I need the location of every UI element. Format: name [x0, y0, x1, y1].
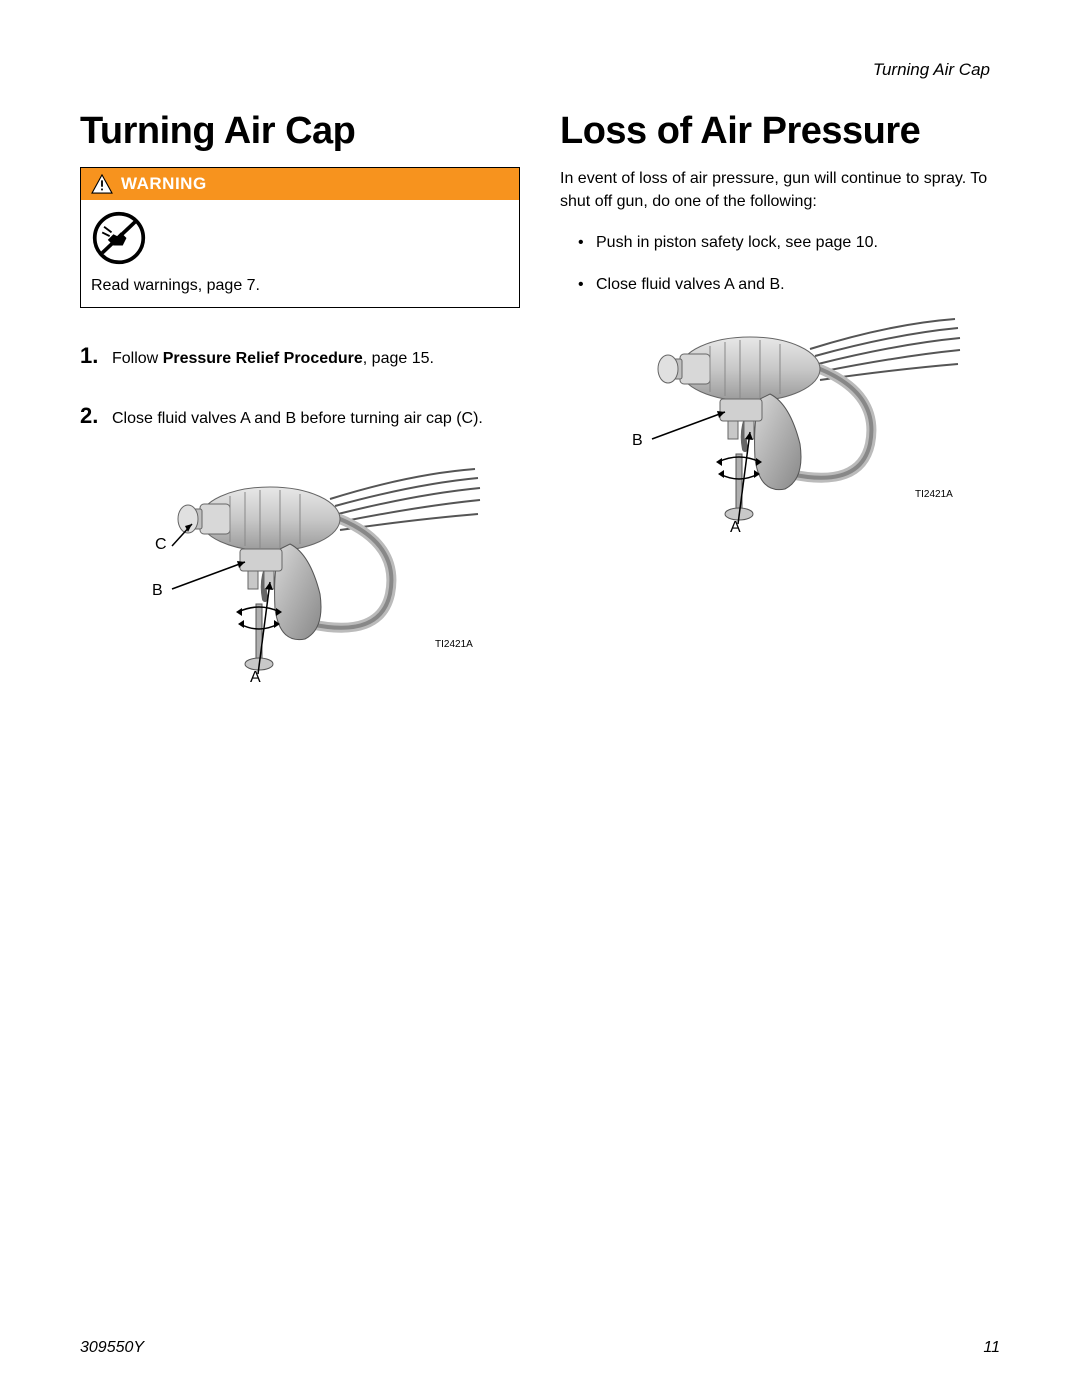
figure-right: B A TI2421A — [560, 314, 1000, 544]
step-number: 2. — [80, 404, 102, 430]
heading-loss-of-air-pressure: Loss of Air Pressure — [560, 110, 1000, 153]
page-footer: 309550Y 11 — [80, 1339, 1000, 1357]
spray-gun-illustration — [80, 464, 500, 684]
bullet-list: Push in piston safety lock, see page 10.… — [560, 231, 1000, 295]
warning-label: WARNING — [121, 174, 207, 194]
page-content: Turning Air Cap WARNING Read warn — [80, 110, 1000, 694]
step-2: 2. Close fluid valves A and B before tur… — [80, 404, 520, 430]
callout-b: B — [152, 582, 163, 600]
page-number: 11 — [983, 1339, 1000, 1357]
callout-a: A — [250, 669, 261, 687]
step-text: Close fluid valves A and B before turnin… — [112, 404, 483, 430]
bullet-item: Close fluid valves A and B. — [578, 273, 1000, 296]
step-prefix: Follow — [112, 350, 163, 367]
prohibit-hand-spray-icon — [91, 210, 147, 266]
spray-gun-illustration — [560, 314, 980, 534]
left-column: Turning Air Cap WARNING Read warn — [80, 110, 520, 694]
warning-body: Read warnings, page 7. — [81, 200, 519, 307]
warning-body-text: Read warnings, page 7. — [91, 277, 509, 295]
step-number: 1. — [80, 344, 102, 370]
step-text: Follow Pressure Relief Procedure, page 1… — [112, 344, 434, 370]
heading-turning-air-cap: Turning Air Cap — [80, 110, 520, 153]
right-column: Loss of Air Pressure In event of loss of… — [560, 110, 1000, 694]
step-1: 1. Follow Pressure Relief Procedure, pag… — [80, 344, 520, 370]
warning-triangle-icon — [91, 174, 113, 194]
figure-id: TI2421A — [915, 489, 953, 500]
intro-text: In event of loss of air pressure, gun wi… — [560, 167, 1000, 213]
step-suffix: , page 15. — [363, 350, 434, 367]
callout-a: A — [730, 519, 741, 537]
doc-number: 309550Y — [80, 1339, 144, 1357]
warning-header: WARNING — [81, 168, 519, 200]
running-header: Turning Air Cap — [80, 60, 1000, 80]
bullet-item: Push in piston safety lock, see page 10. — [578, 231, 1000, 254]
figure-left: C B A TI2421A — [80, 464, 520, 694]
callout-b: B — [632, 432, 643, 450]
callout-c: C — [155, 536, 167, 554]
step-bold: Pressure Relief Procedure — [163, 350, 363, 367]
figure-id: TI2421A — [435, 639, 473, 650]
warning-box: WARNING Read warnings, page 7. — [80, 167, 520, 308]
